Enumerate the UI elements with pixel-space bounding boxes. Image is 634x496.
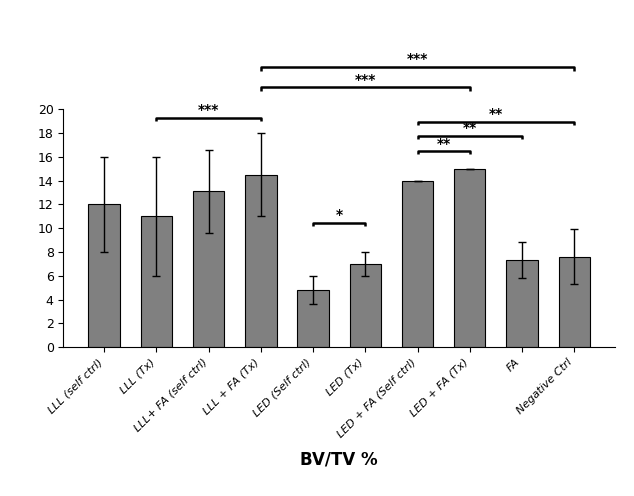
Bar [559, 257, 590, 347]
Text: ***: *** [198, 104, 219, 118]
Bar [402, 181, 433, 347]
Bar [193, 191, 224, 347]
Bar [141, 216, 172, 347]
Text: *: * [335, 208, 343, 222]
X-axis label: BV/TV %: BV/TV % [301, 450, 378, 469]
Bar [245, 175, 276, 347]
Text: **: ** [437, 137, 451, 151]
Bar [297, 290, 329, 347]
Text: ***: *** [407, 52, 428, 66]
Bar [507, 260, 538, 347]
Text: **: ** [463, 122, 477, 135]
Text: ***: *** [354, 72, 376, 86]
Bar [89, 204, 120, 347]
Bar [349, 264, 381, 347]
Text: **: ** [489, 107, 503, 121]
Bar [454, 169, 486, 347]
